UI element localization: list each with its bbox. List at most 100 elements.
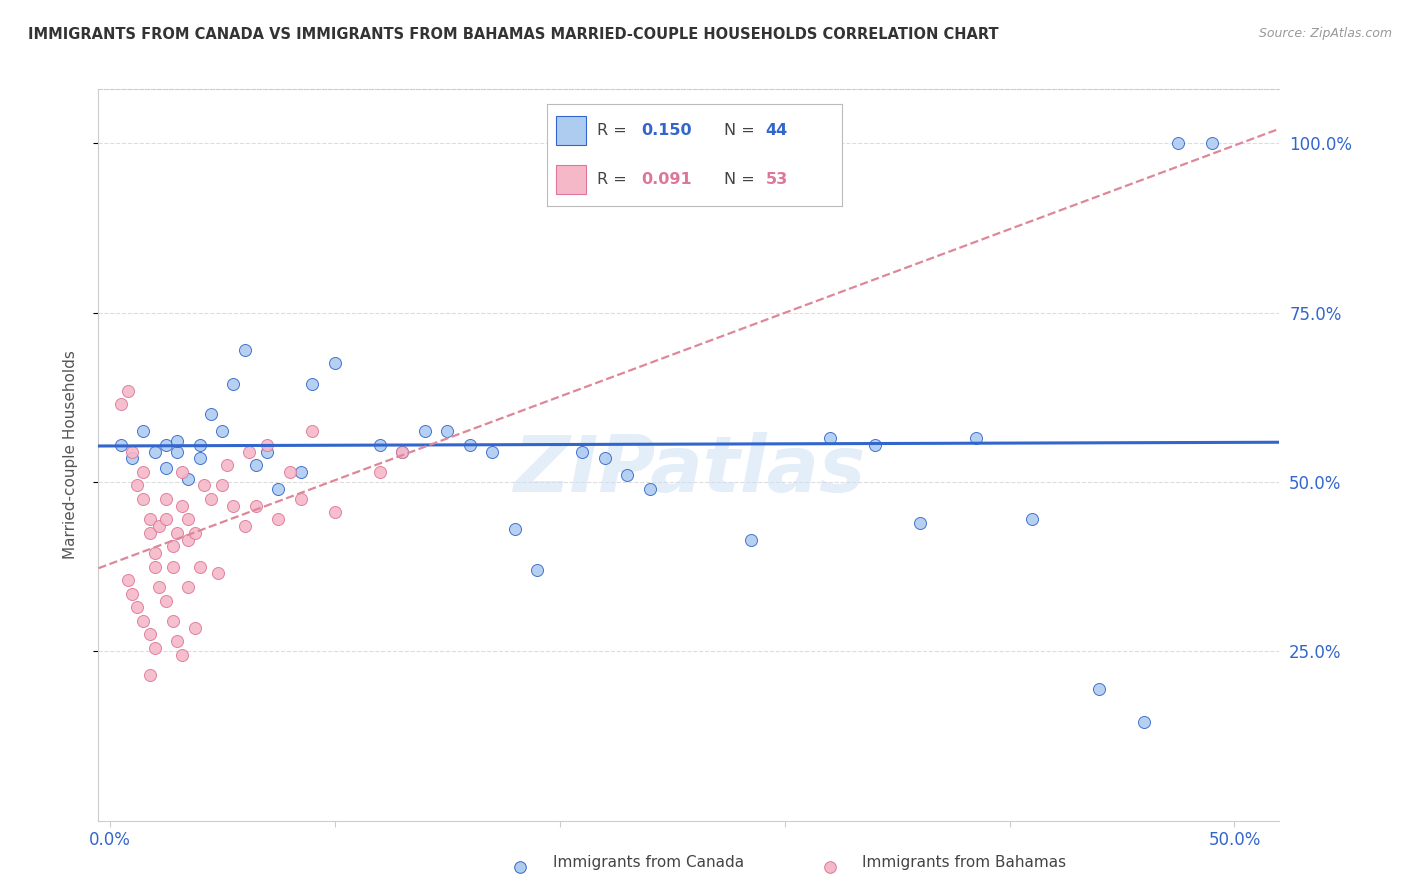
Point	[177, 533, 200, 547]
Point	[155, 593, 177, 607]
Point	[1167, 136, 1189, 151]
Point	[155, 512, 177, 526]
Point	[267, 512, 290, 526]
Point	[188, 559, 211, 574]
Point	[509, 860, 531, 874]
Point	[290, 465, 312, 479]
Point	[132, 491, 155, 506]
Point	[170, 465, 193, 479]
Point	[184, 525, 207, 540]
Point	[139, 627, 162, 641]
Point	[413, 424, 436, 438]
Point	[1133, 715, 1156, 730]
Point	[132, 465, 155, 479]
Point	[1088, 681, 1111, 696]
Point	[908, 516, 931, 530]
Point	[391, 444, 413, 458]
Point	[193, 478, 215, 492]
Point	[148, 580, 170, 594]
Point	[222, 376, 245, 391]
Point	[245, 458, 267, 472]
Point	[368, 465, 391, 479]
Point	[166, 634, 188, 648]
Point	[184, 621, 207, 635]
Point	[170, 648, 193, 662]
Point	[121, 451, 143, 466]
Point	[155, 491, 177, 506]
Point	[143, 559, 166, 574]
Point	[215, 458, 238, 472]
Point	[323, 357, 346, 371]
Point	[267, 482, 290, 496]
Point	[301, 424, 323, 438]
Point	[139, 525, 162, 540]
Text: IMMIGRANTS FROM CANADA VS IMMIGRANTS FROM BAHAMAS MARRIED-COUPLE HOUSEHOLDS CORR: IMMIGRANTS FROM CANADA VS IMMIGRANTS FRO…	[28, 27, 998, 42]
Point	[188, 451, 211, 466]
Point	[965, 431, 987, 445]
Point	[162, 559, 184, 574]
Point	[139, 512, 162, 526]
Point	[155, 438, 177, 452]
Point	[166, 434, 188, 449]
Point	[323, 506, 346, 520]
Point	[740, 533, 762, 547]
Point	[125, 600, 148, 615]
Point	[638, 482, 661, 496]
Point	[818, 431, 841, 445]
Point	[177, 472, 200, 486]
Point	[143, 640, 166, 655]
Point	[245, 499, 267, 513]
Point	[139, 668, 162, 682]
Point	[256, 438, 278, 452]
Point	[166, 525, 188, 540]
Point	[110, 397, 132, 411]
Point	[121, 444, 143, 458]
Point	[117, 384, 139, 398]
Point	[458, 438, 481, 452]
Point	[233, 519, 256, 533]
Point	[593, 451, 616, 466]
Point	[616, 468, 638, 483]
Point	[132, 614, 155, 628]
Point	[301, 376, 323, 391]
Text: Source: ZipAtlas.com: Source: ZipAtlas.com	[1258, 27, 1392, 40]
Point	[155, 461, 177, 475]
Point	[188, 438, 211, 452]
Point	[200, 407, 222, 421]
Point	[110, 438, 132, 452]
Point	[117, 573, 139, 587]
Point	[162, 614, 184, 628]
Point	[143, 444, 166, 458]
Point	[706, 157, 728, 171]
Point	[1021, 512, 1043, 526]
Point	[481, 444, 503, 458]
Point	[148, 519, 170, 533]
Point	[121, 587, 143, 601]
Point	[863, 438, 886, 452]
Point	[818, 860, 841, 874]
Point	[571, 444, 593, 458]
Point	[290, 491, 312, 506]
Point	[200, 491, 222, 506]
Point	[391, 444, 413, 458]
Point	[170, 499, 193, 513]
Point	[368, 438, 391, 452]
Text: Immigrants from Bahamas: Immigrants from Bahamas	[862, 855, 1066, 870]
Point	[207, 566, 229, 581]
Point	[125, 478, 148, 492]
Point	[211, 478, 233, 492]
Point	[143, 546, 166, 560]
Point	[256, 444, 278, 458]
Point	[162, 539, 184, 553]
Point	[166, 444, 188, 458]
Point	[177, 580, 200, 594]
Point	[503, 523, 526, 537]
Point	[436, 424, 458, 438]
Y-axis label: Married-couple Households: Married-couple Households	[63, 351, 77, 559]
Text: Immigrants from Canada: Immigrants from Canada	[553, 855, 744, 870]
Point	[238, 444, 260, 458]
Point	[278, 465, 301, 479]
Point	[233, 343, 256, 357]
Point	[211, 424, 233, 438]
Text: ZIPatlas: ZIPatlas	[513, 432, 865, 508]
